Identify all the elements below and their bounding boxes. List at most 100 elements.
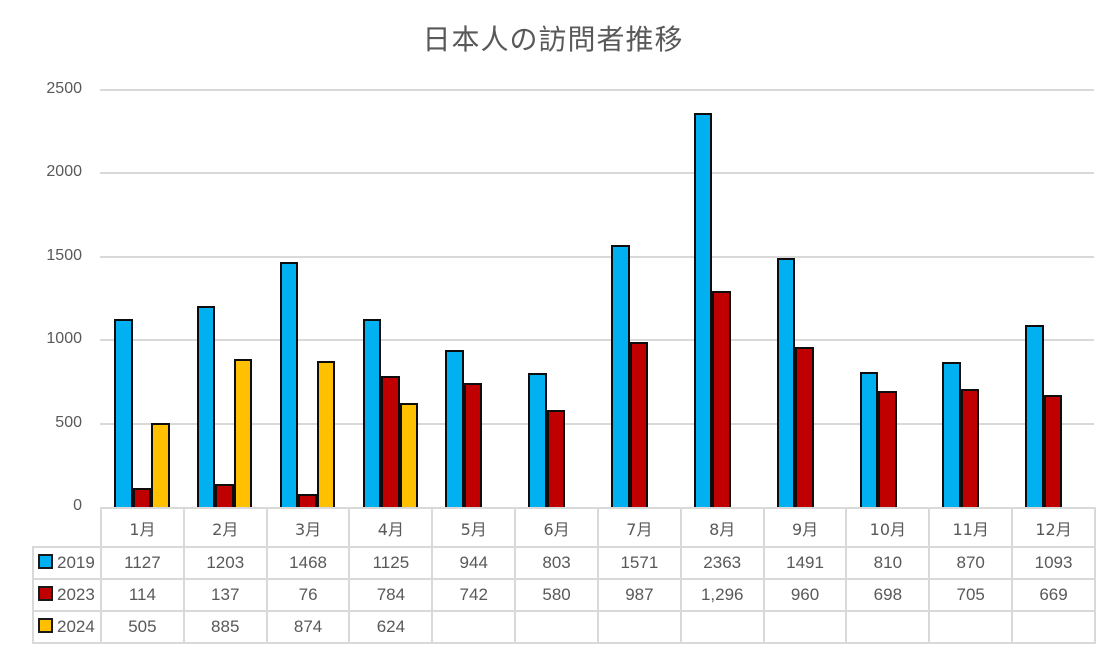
data-cell: 114 (100, 578, 185, 612)
y-tick-label: 2000 (46, 163, 82, 181)
category-label: 5月 (431, 507, 517, 548)
data-cell: 705 (928, 578, 1014, 612)
data-cell: 870 (928, 546, 1014, 580)
data-cell: 1093 (1011, 546, 1096, 580)
plot-area (100, 89, 1094, 507)
data-cell: 1468 (265, 546, 351, 580)
bar-2019-9月 (776, 258, 796, 507)
category-label: 3月 (265, 507, 351, 548)
data-cell (596, 610, 682, 644)
data-cell: 944 (431, 546, 517, 580)
gridline (100, 172, 1094, 175)
bar-2019-11月 (942, 361, 961, 507)
bar-2023-8月 (712, 290, 731, 507)
data-cell: 76 (265, 578, 351, 612)
series-name: 2024 (57, 617, 95, 636)
data-cell: 1125 (348, 546, 434, 580)
bar-2023-4月 (381, 376, 400, 507)
legend-swatch-icon (38, 618, 53, 633)
category-label: 10月 (845, 507, 931, 548)
legend-swatch-icon (38, 586, 53, 601)
category-label: 9月 (762, 507, 848, 548)
bar-2019-6月 (528, 373, 547, 507)
y-tick-label: 1500 (46, 246, 82, 264)
data-cell: 698 (845, 578, 931, 612)
data-cell: 1127 (100, 546, 185, 580)
category-label: 6月 (514, 507, 599, 548)
data-cell: 1,296 (679, 578, 765, 612)
gridline (100, 255, 1094, 258)
series-row-2019: 2019 1127 1203 1468 1125 944 803 1571 2363 1491 81… (32, 546, 1096, 580)
data-cell: 1571 (596, 546, 682, 580)
gridline (100, 89, 1094, 91)
category-header-row: 1月 2月 3月 4月 5月 6月 7月 8月 9月 10月 11月 12月 (33, 507, 1096, 548)
data-cell (845, 610, 931, 644)
bar-2019-5月 (445, 349, 464, 507)
data-cell (679, 610, 765, 644)
bar-2024-4月 (399, 402, 418, 507)
y-tick-label: 2500 (46, 80, 82, 97)
legend-key: 2019 (32, 546, 102, 580)
data-cell (762, 610, 848, 644)
data-cell (431, 610, 517, 644)
data-cell: 987 (596, 578, 682, 612)
bar-2024-3月 (316, 361, 336, 507)
category-label: 4月 (348, 507, 434, 548)
bar-2023-3月 (298, 494, 317, 507)
data-cell: 505 (100, 610, 185, 644)
legend-swatch-icon (38, 554, 53, 569)
bar-2019-10月 (859, 371, 878, 507)
category-label: 12月 (1011, 507, 1096, 548)
bar-2023-5月 (463, 383, 483, 507)
bar-2019-1月 (114, 319, 133, 507)
bar-2023-2月 (215, 484, 234, 507)
series-row-2023: 2023 114 137 76 784 742 580 987 1,296 960 698 705 66… (32, 578, 1096, 612)
bar-2023-1月 (132, 488, 151, 507)
data-cell: 2363 (679, 546, 765, 580)
y-tick-label: 500 (55, 413, 82, 431)
gridline (100, 339, 1094, 342)
data-cell: 742 (431, 578, 517, 612)
legend-key: 2024 (32, 610, 102, 644)
legend-key: 2023 (32, 578, 102, 612)
data-cell: 874 (265, 610, 351, 644)
bar-2023-12月 (1043, 395, 1063, 507)
bar-2023-11月 (960, 389, 980, 507)
bar-2019-7月 (611, 244, 630, 507)
bar-2019-12月 (1025, 324, 1044, 507)
data-cell (928, 610, 1014, 644)
category-label: 11月 (928, 507, 1014, 548)
y-tick-label: 0 (73, 497, 82, 514)
series-name: 2019 (57, 553, 95, 572)
gridline (100, 422, 1094, 425)
data-cell: 803 (514, 546, 599, 580)
data-cell: 580 (514, 578, 599, 612)
table-corner (33, 508, 102, 548)
data-cell (1011, 610, 1096, 644)
bar-2019-8月 (693, 112, 713, 507)
bar-2023-10月 (878, 390, 897, 507)
bar-2019-3月 (279, 262, 299, 507)
data-cell: 1491 (762, 546, 848, 580)
data-cell: 669 (1011, 578, 1096, 612)
data-cell: 624 (348, 610, 434, 644)
data-cell: 885 (182, 610, 268, 644)
data-table: 1月 2月 3月 4月 5月 6月 7月 8月 9月 10月 11月 12月 2019 1127 1203… (32, 507, 1096, 644)
data-cell (514, 610, 599, 644)
category-label: 1月 (100, 507, 185, 548)
category-label: 2月 (182, 507, 268, 548)
series-row-2024: 2024 505 885 874 624 (32, 610, 1096, 644)
chart-title: 日本人の訪問者推移 (422, 23, 684, 56)
bar-2024-1月 (151, 422, 170, 507)
y-tick-label: 1000 (46, 330, 82, 348)
data-cell: 137 (182, 578, 268, 612)
category-label: 8月 (679, 507, 765, 548)
bar-2019-2月 (196, 306, 216, 507)
data-cell: 784 (348, 578, 434, 612)
bar-2023-7月 (629, 342, 648, 507)
bar-2023-9月 (795, 346, 814, 507)
bar-2019-4月 (362, 319, 381, 507)
category-label: 7月 (596, 507, 682, 548)
data-cell: 1203 (182, 546, 268, 580)
bar-2023-6月 (546, 410, 566, 507)
